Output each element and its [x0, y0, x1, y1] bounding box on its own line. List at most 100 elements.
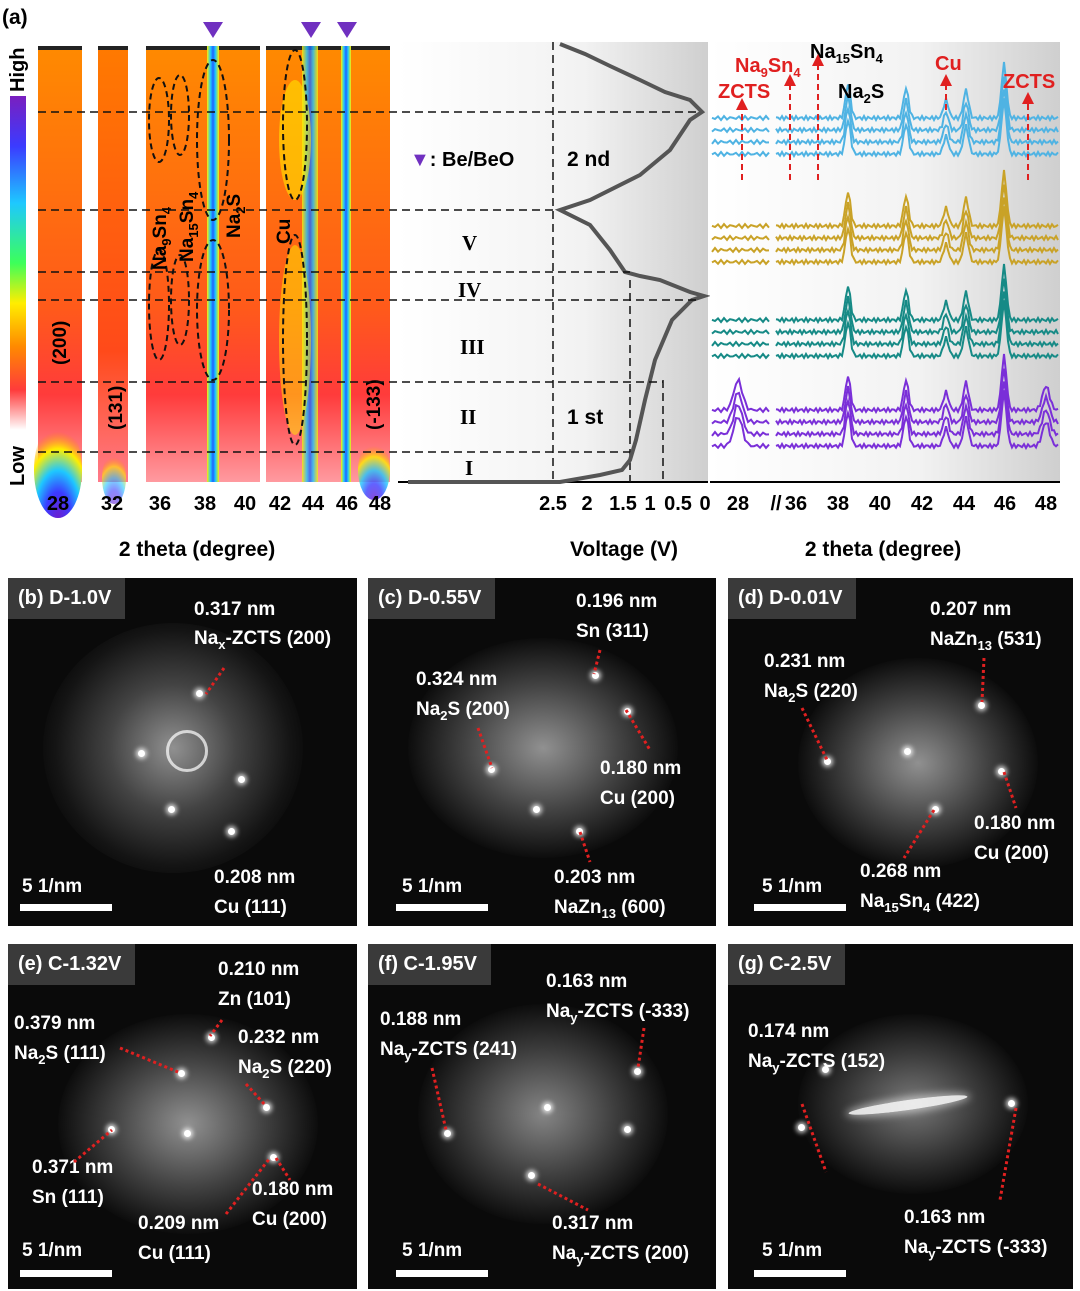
annotation-lines	[476, 649, 652, 863]
xrd-pattern-line	[775, 197, 1059, 255]
xrd-pattern-line	[775, 390, 1059, 451]
xrd-tick: 48	[1035, 493, 1057, 515]
fft-spot	[228, 828, 235, 835]
voltage-tick: 0.5	[664, 493, 692, 515]
peak-200: (200)	[50, 321, 71, 365]
fft-center-ring	[166, 730, 208, 772]
fft-spot	[444, 1130, 451, 1137]
xrd-pattern-segment	[711, 391, 770, 426]
scale-bar-label: 5 1/nm	[402, 876, 463, 897]
stage-label: IV	[458, 278, 481, 302]
annotation-phase: Nay-ZCTS (200)	[552, 1243, 690, 1267]
annotation-phase: Nay-ZCTS (152)	[748, 1051, 886, 1075]
panel-tag: (e) C-1.32V	[8, 944, 136, 985]
fft-spot	[798, 1124, 805, 1131]
xrd-tick: 46	[994, 493, 1016, 515]
panel-tag: (c) D-0.55V	[368, 578, 496, 619]
xrd-x-axis: 28 // 36 38 40 42 44 46 48	[727, 493, 1057, 515]
xrd-pattern-segment	[711, 328, 770, 336]
xrd-label-zcts-left: ZCTS	[718, 81, 770, 103]
annotation-lines	[800, 657, 1018, 859]
annotation-d: 0.232 nm	[238, 1027, 320, 1048]
xrd-phase-labels: Na9Sn4 Na15Sn4 ZCTS Na2S Cu ZCTS	[718, 41, 1055, 106]
fft-spot	[488, 766, 495, 773]
xrd-label-na15sn4: Na15Sn4	[810, 41, 884, 66]
scale-bar	[396, 904, 488, 911]
xrd-tick: //	[770, 493, 782, 515]
xrd-curves	[711, 61, 1059, 451]
xrd-pattern-line	[775, 169, 1059, 231]
annotation-d: 0.180 nm	[600, 758, 682, 779]
peak-na9sn4: Na9Sn4	[150, 206, 174, 270]
fft-spot	[270, 1154, 277, 1161]
stage-label: V	[462, 231, 477, 255]
panel-a-label: (a)	[2, 6, 28, 29]
annotation-phase: Na2S (220)	[764, 681, 858, 705]
fft-halo	[58, 1014, 318, 1234]
xrd-x-label: 2 theta (degree)	[805, 538, 961, 561]
fft-spot	[822, 1066, 829, 1073]
scale-bar-label: 5 1/nm	[402, 1240, 463, 1261]
annotation-d: 0.203 nm	[554, 867, 636, 888]
fft-spot	[998, 768, 1005, 775]
heatmap-tick: 28	[47, 493, 69, 515]
voltage-tick: 2	[581, 493, 592, 515]
fft-spot	[168, 806, 175, 813]
annotation-phase: Sn (111)	[32, 1187, 104, 1208]
annotation-d: 0.231 nm	[764, 651, 846, 672]
stage-label: II	[460, 405, 476, 429]
stage-label: III	[460, 335, 485, 359]
annotation-d: 0.209 nm	[138, 1213, 220, 1234]
panel-tag: (g) C-2.5V	[728, 944, 846, 985]
annotation-phase: Cu (111)	[214, 897, 287, 918]
fft-spot	[238, 776, 245, 783]
xrd-label-zcts-right: ZCTS	[1003, 71, 1055, 93]
voltage-guides	[552, 42, 664, 482]
cycle-1st: 1 st	[567, 406, 603, 429]
annotation-phase: Cu (111)	[138, 1243, 211, 1264]
xrd-pattern-segment	[711, 416, 770, 450]
scale-bar	[20, 904, 112, 911]
legend-be-beo: ▼: Be/BeO	[410, 149, 514, 171]
scale-bar-label: 5 1/nm	[22, 876, 83, 897]
annotation-d: 0.174 nm	[748, 1021, 830, 1042]
xrd-arrow-heads	[736, 54, 1034, 110]
xrd-tick: 38	[827, 493, 849, 515]
annotation-d: 0.163 nm	[904, 1207, 986, 1228]
annotation-d: 0.196 nm	[576, 591, 658, 612]
xrd-arrows	[741, 64, 1029, 180]
annotation-d: 0.268 nm	[860, 861, 942, 882]
fft-panel-d: (d) D-0.01V 0.207 nm NaZn13 (531) 0.231 …	[728, 578, 1073, 926]
xrd-pattern-line	[775, 89, 1059, 147]
fft-spot	[178, 1070, 185, 1077]
annotation-d: 0.188 nm	[380, 1009, 462, 1030]
fft-spot	[824, 758, 831, 765]
stage-label: I	[465, 456, 473, 480]
xrd-pattern-line	[775, 381, 1059, 439]
be-beo-markers	[203, 22, 357, 38]
colorbar-low-label: Low	[7, 446, 29, 486]
heatmap-strips	[34, 46, 390, 518]
heatmap-tick: 42	[269, 493, 291, 515]
heatmap-x-axis: 28 32 36 38 40 42 44 46 48	[47, 493, 391, 515]
panel-tag: (f) C-1.95V	[368, 944, 491, 985]
annotation-lines	[800, 1103, 1018, 1201]
annotation-phase: Na2S (111)	[14, 1043, 106, 1067]
annotation-d: 0.379 nm	[14, 1013, 96, 1034]
scale-bar	[20, 1270, 112, 1277]
scale-bar-label: 5 1/nm	[762, 876, 823, 897]
xrd-pattern-line	[775, 76, 1059, 135]
xrd-pattern-segment	[711, 403, 770, 438]
panel-a-figure: (a) High Low (200) (131)	[2, 6, 1060, 561]
peak-131: (131)	[106, 386, 127, 430]
fft-spot	[263, 1104, 270, 1111]
fft-spot	[904, 748, 911, 755]
xrd-pattern-segment	[711, 234, 770, 242]
xrd-pattern-segment	[711, 258, 770, 266]
fft-spot	[978, 702, 985, 709]
scale-bar	[396, 1270, 488, 1277]
colorbar-high-label: High	[7, 48, 29, 92]
annotation-phase: Nax-ZCTS (200)	[194, 628, 332, 652]
heatmap-tick: 46	[336, 493, 358, 515]
stage-lines	[38, 111, 700, 453]
